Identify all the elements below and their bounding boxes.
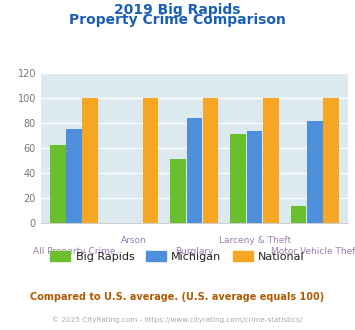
Bar bbox=[230, 134, 246, 223]
Bar bbox=[307, 121, 323, 223]
Bar bbox=[170, 159, 186, 223]
Text: Larceny & Theft: Larceny & Theft bbox=[219, 236, 291, 245]
Text: Property Crime Comparison: Property Crime Comparison bbox=[69, 13, 286, 27]
Text: Compared to U.S. average. (U.S. average equals 100): Compared to U.S. average. (U.S. average … bbox=[31, 292, 324, 302]
Text: Burglary: Burglary bbox=[175, 248, 214, 256]
Bar bbox=[247, 131, 262, 223]
Bar bbox=[263, 98, 279, 223]
Bar bbox=[291, 207, 306, 223]
Text: 2019 Big Rapids: 2019 Big Rapids bbox=[114, 3, 241, 17]
Bar bbox=[50, 145, 66, 223]
Bar bbox=[82, 98, 98, 223]
Bar bbox=[186, 117, 202, 223]
Bar bbox=[323, 98, 339, 223]
Text: © 2025 CityRating.com - https://www.cityrating.com/crime-statistics/: © 2025 CityRating.com - https://www.city… bbox=[53, 317, 302, 323]
Text: All Property Crime: All Property Crime bbox=[33, 248, 115, 256]
Bar bbox=[66, 129, 82, 223]
Bar bbox=[203, 98, 218, 223]
Text: Motor Vehicle Theft: Motor Vehicle Theft bbox=[271, 248, 355, 256]
Text: Arson: Arson bbox=[121, 236, 147, 245]
Bar bbox=[143, 98, 158, 223]
Legend: Big Rapids, Michigan, National: Big Rapids, Michigan, National bbox=[46, 247, 309, 267]
